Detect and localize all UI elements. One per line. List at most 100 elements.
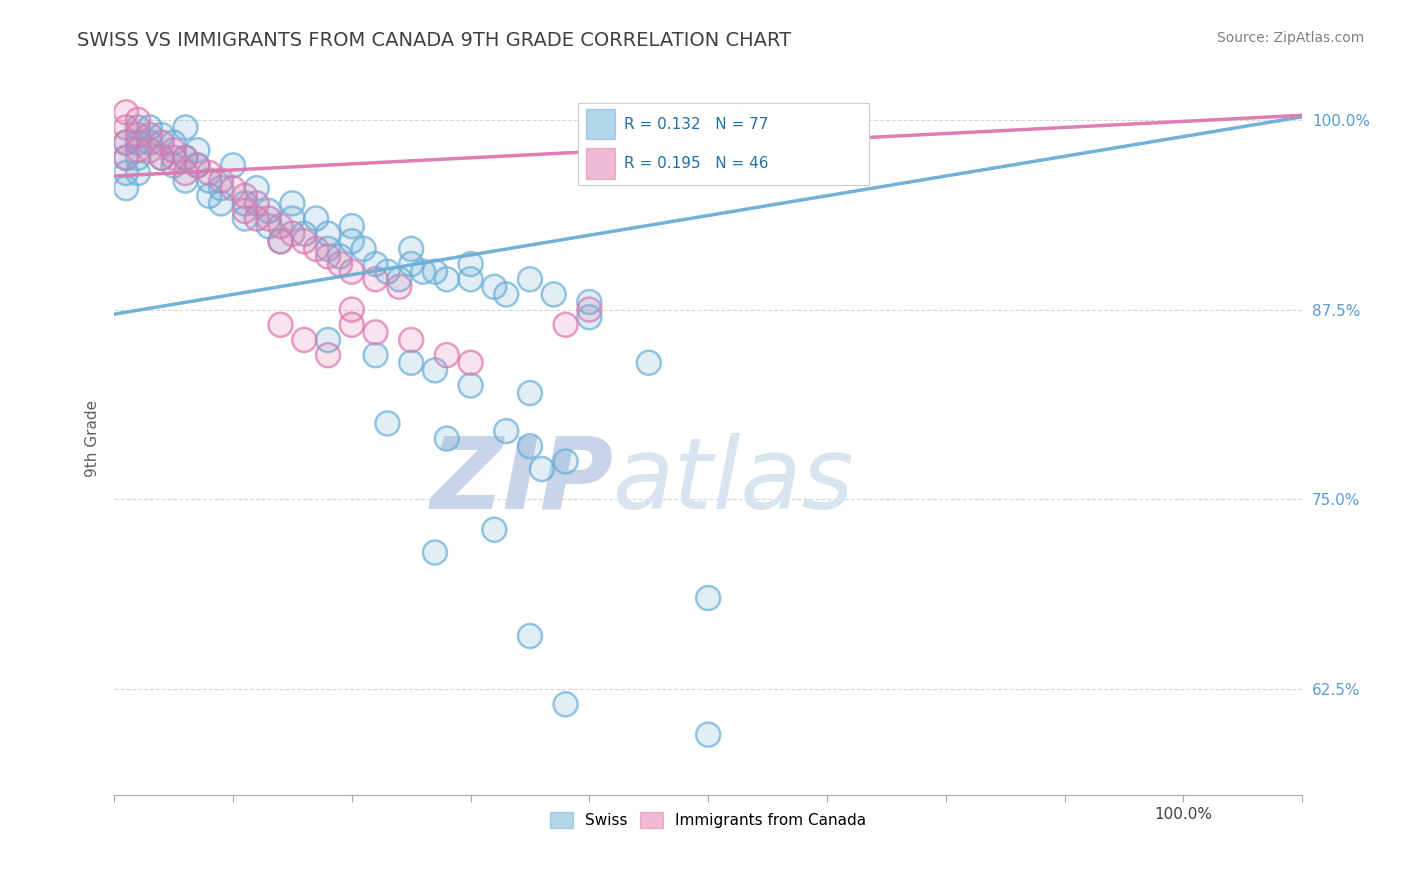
Point: [270, 219, 292, 233]
Point: [150, 151, 173, 165]
Point: [554, 698, 576, 712]
Text: Source: ZipAtlas.com: Source: ZipAtlas.com: [1216, 31, 1364, 45]
Point: [436, 272, 458, 286]
Point: [340, 318, 363, 332]
Point: [697, 728, 720, 742]
Point: [399, 257, 422, 271]
Point: [222, 181, 245, 195]
Point: [436, 348, 458, 362]
Point: [388, 272, 411, 286]
Point: [186, 158, 208, 172]
Point: [127, 112, 149, 127]
Point: [127, 128, 149, 142]
Point: [460, 272, 482, 286]
Point: [150, 136, 173, 150]
Point: [484, 523, 506, 537]
Point: [399, 242, 422, 256]
Point: [115, 166, 138, 180]
Point: [198, 173, 221, 187]
Point: [186, 158, 208, 172]
Point: [281, 211, 304, 226]
Point: [162, 143, 184, 157]
Point: [519, 629, 541, 643]
Point: [329, 257, 352, 271]
Point: [174, 151, 197, 165]
Point: [174, 120, 197, 135]
Point: [364, 272, 387, 286]
Point: [340, 219, 363, 233]
Point: [377, 417, 399, 431]
Point: [233, 188, 256, 202]
Point: [139, 128, 162, 142]
Point: [233, 196, 256, 211]
Point: [139, 136, 162, 150]
Point: [519, 272, 541, 286]
Point: [222, 158, 245, 172]
Point: [174, 173, 197, 187]
Point: [222, 158, 245, 172]
Point: [281, 227, 304, 241]
Point: [222, 181, 245, 195]
Point: [340, 318, 363, 332]
Point: [554, 454, 576, 468]
Point: [316, 333, 339, 347]
Point: [436, 432, 458, 446]
Point: [484, 280, 506, 294]
Point: [127, 143, 149, 157]
Point: [495, 424, 517, 438]
Point: [139, 143, 162, 157]
Point: [127, 112, 149, 127]
Point: [316, 227, 339, 241]
Point: [162, 136, 184, 150]
Point: [270, 235, 292, 249]
Point: [270, 235, 292, 249]
Point: [174, 151, 197, 165]
Point: [257, 203, 280, 218]
Point: [316, 227, 339, 241]
Point: [127, 166, 149, 180]
Point: [364, 257, 387, 271]
Point: [174, 120, 197, 135]
Point: [209, 181, 232, 195]
Point: [115, 120, 138, 135]
Point: [257, 203, 280, 218]
Point: [186, 143, 208, 157]
Point: [174, 173, 197, 187]
Point: [270, 219, 292, 233]
Point: [578, 302, 600, 317]
Point: [233, 203, 256, 218]
Point: [412, 265, 434, 279]
Point: [377, 417, 399, 431]
Point: [292, 333, 315, 347]
Point: [292, 333, 315, 347]
Point: [436, 272, 458, 286]
Point: [209, 196, 232, 211]
Point: [554, 698, 576, 712]
Point: [115, 136, 138, 150]
Point: [495, 287, 517, 301]
Point: [281, 211, 304, 226]
Point: [162, 136, 184, 150]
Point: [127, 136, 149, 150]
Point: [364, 326, 387, 340]
Point: [127, 136, 149, 150]
Point: [305, 242, 328, 256]
Point: [150, 151, 173, 165]
Point: [316, 333, 339, 347]
Y-axis label: 9th Grade: 9th Grade: [86, 401, 100, 477]
Point: [292, 235, 315, 249]
Point: [270, 235, 292, 249]
Point: [578, 295, 600, 310]
Point: [519, 439, 541, 453]
Point: [578, 302, 600, 317]
Point: [460, 356, 482, 370]
Point: [150, 128, 173, 142]
Point: [281, 227, 304, 241]
Point: [174, 151, 197, 165]
Point: [270, 235, 292, 249]
Point: [270, 318, 292, 332]
Point: [388, 280, 411, 294]
Point: [316, 250, 339, 264]
Point: [115, 166, 138, 180]
Point: [209, 173, 232, 187]
